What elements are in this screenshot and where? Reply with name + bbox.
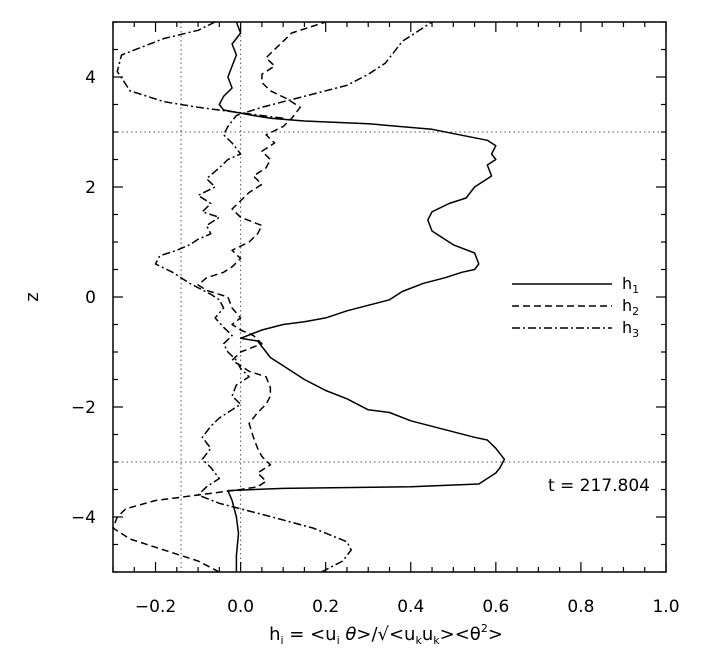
x-tick-label: 1.0	[652, 597, 679, 617]
series-h3	[154, 21, 433, 573]
legend-label: h1	[622, 274, 639, 296]
reference-lines	[113, 22, 666, 572]
x-tick-label: 0.4	[397, 597, 424, 617]
y-tick-label: 4	[85, 68, 96, 88]
ticks-layer	[112, 21, 667, 573]
series-h1	[218, 21, 506, 572]
series-h2	[112, 21, 326, 573]
series-layer	[112, 21, 506, 573]
time-annotation: t = 217.804	[548, 476, 650, 496]
series-h3-upper	[116, 21, 284, 120]
x-axis-label: hi = <ui θ>/√<ukuk><θ2>	[269, 622, 503, 647]
x-tick-label: −0.2	[135, 597, 176, 617]
legend-label: h2	[622, 296, 639, 318]
plot-frame	[112, 21, 667, 573]
y-tick-label: −2	[71, 398, 96, 418]
x-tick-label: 0.8	[567, 597, 594, 617]
y-tick-label: −4	[71, 508, 96, 528]
y-tick-label: 0	[85, 288, 96, 308]
y-axis-label: z	[22, 292, 43, 301]
y-tick-label: 2	[85, 178, 96, 198]
x-tick-label: 0.2	[312, 597, 339, 617]
x-tick-label: 0.6	[482, 597, 509, 617]
tick-labels: −0.2 0.0 0.2 0.4 0.6 0.8 1.0 −4 −2 0 2 4	[71, 68, 680, 617]
legend-label: h3	[622, 318, 639, 340]
x-tick-label: 0.0	[227, 597, 254, 617]
